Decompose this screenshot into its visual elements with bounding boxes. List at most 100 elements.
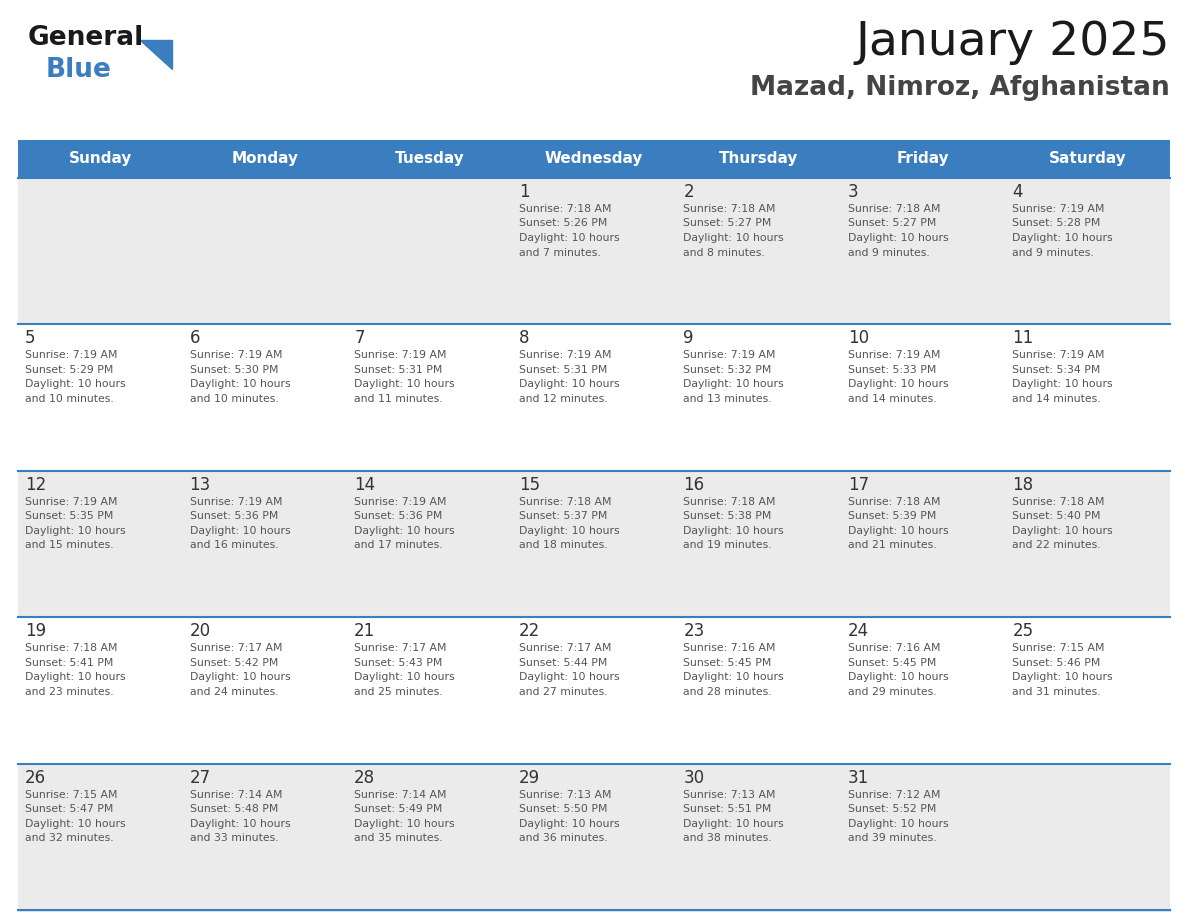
Text: and 10 minutes.: and 10 minutes. bbox=[190, 394, 278, 404]
Text: Sunset: 5:27 PM: Sunset: 5:27 PM bbox=[683, 218, 772, 229]
Text: Sunset: 5:34 PM: Sunset: 5:34 PM bbox=[1012, 364, 1101, 375]
Text: Sunset: 5:31 PM: Sunset: 5:31 PM bbox=[519, 364, 607, 375]
Text: Sunset: 5:51 PM: Sunset: 5:51 PM bbox=[683, 804, 772, 814]
Text: Daylight: 10 hours: Daylight: 10 hours bbox=[683, 672, 784, 682]
Text: 7: 7 bbox=[354, 330, 365, 347]
Text: Sunrise: 7:18 AM: Sunrise: 7:18 AM bbox=[683, 204, 776, 214]
Text: and 16 minutes.: and 16 minutes. bbox=[190, 541, 278, 550]
Text: January 2025: January 2025 bbox=[855, 20, 1170, 65]
Text: and 33 minutes.: and 33 minutes. bbox=[190, 834, 278, 843]
Bar bbox=[18, 471, 1170, 617]
Text: and 13 minutes.: and 13 minutes. bbox=[683, 394, 772, 404]
Text: Sunrise: 7:17 AM: Sunrise: 7:17 AM bbox=[354, 644, 447, 654]
Text: Sunset: 5:44 PM: Sunset: 5:44 PM bbox=[519, 657, 607, 667]
Text: Sunrise: 7:19 AM: Sunrise: 7:19 AM bbox=[25, 497, 118, 507]
Text: and 23 minutes.: and 23 minutes. bbox=[25, 687, 114, 697]
Text: 29: 29 bbox=[519, 768, 539, 787]
Text: Sunrise: 7:16 AM: Sunrise: 7:16 AM bbox=[848, 644, 941, 654]
Text: and 25 minutes.: and 25 minutes. bbox=[354, 687, 443, 697]
Text: Saturday: Saturday bbox=[1049, 151, 1126, 166]
Text: Sunrise: 7:19 AM: Sunrise: 7:19 AM bbox=[519, 351, 611, 361]
Text: Sunset: 5:36 PM: Sunset: 5:36 PM bbox=[354, 511, 442, 521]
Text: and 14 minutes.: and 14 minutes. bbox=[848, 394, 936, 404]
Text: Sunrise: 7:13 AM: Sunrise: 7:13 AM bbox=[683, 789, 776, 800]
Text: 19: 19 bbox=[25, 622, 46, 640]
Text: Sunrise: 7:19 AM: Sunrise: 7:19 AM bbox=[354, 351, 447, 361]
Text: Sunset: 5:35 PM: Sunset: 5:35 PM bbox=[25, 511, 113, 521]
Text: Daylight: 10 hours: Daylight: 10 hours bbox=[25, 526, 126, 536]
Text: Sunrise: 7:12 AM: Sunrise: 7:12 AM bbox=[848, 789, 941, 800]
Text: Sunset: 5:31 PM: Sunset: 5:31 PM bbox=[354, 364, 442, 375]
Text: 15: 15 bbox=[519, 476, 539, 494]
Text: and 19 minutes.: and 19 minutes. bbox=[683, 541, 772, 550]
Text: Mazad, Nimroz, Afghanistan: Mazad, Nimroz, Afghanistan bbox=[751, 75, 1170, 101]
Text: Sunset: 5:45 PM: Sunset: 5:45 PM bbox=[683, 657, 772, 667]
Text: Daylight: 10 hours: Daylight: 10 hours bbox=[354, 819, 455, 829]
Text: and 21 minutes.: and 21 minutes. bbox=[848, 541, 936, 550]
Bar bbox=[18, 764, 1170, 910]
Text: Sunset: 5:50 PM: Sunset: 5:50 PM bbox=[519, 804, 607, 814]
Text: and 39 minutes.: and 39 minutes. bbox=[848, 834, 936, 843]
Text: General: General bbox=[29, 25, 144, 51]
Text: 18: 18 bbox=[1012, 476, 1034, 494]
Text: Blue: Blue bbox=[46, 57, 112, 83]
Text: and 12 minutes.: and 12 minutes. bbox=[519, 394, 607, 404]
Text: Sunrise: 7:18 AM: Sunrise: 7:18 AM bbox=[519, 497, 611, 507]
Text: and 29 minutes.: and 29 minutes. bbox=[848, 687, 936, 697]
Text: Sunset: 5:40 PM: Sunset: 5:40 PM bbox=[1012, 511, 1101, 521]
Text: Sunset: 5:30 PM: Sunset: 5:30 PM bbox=[190, 364, 278, 375]
Text: Sunset: 5:32 PM: Sunset: 5:32 PM bbox=[683, 364, 772, 375]
Polygon shape bbox=[140, 40, 172, 69]
Text: Daylight: 10 hours: Daylight: 10 hours bbox=[848, 819, 948, 829]
Text: Wednesday: Wednesday bbox=[545, 151, 643, 166]
Text: Sunrise: 7:19 AM: Sunrise: 7:19 AM bbox=[190, 351, 282, 361]
Text: Sunset: 5:36 PM: Sunset: 5:36 PM bbox=[190, 511, 278, 521]
Bar bbox=[512, 140, 676, 178]
Text: and 8 minutes.: and 8 minutes. bbox=[683, 248, 765, 258]
Text: 10: 10 bbox=[848, 330, 868, 347]
Text: Daylight: 10 hours: Daylight: 10 hours bbox=[848, 233, 948, 243]
Text: Daylight: 10 hours: Daylight: 10 hours bbox=[683, 379, 784, 389]
Text: Sunrise: 7:19 AM: Sunrise: 7:19 AM bbox=[25, 351, 118, 361]
Text: 2: 2 bbox=[683, 183, 694, 201]
Text: and 24 minutes.: and 24 minutes. bbox=[190, 687, 278, 697]
Text: Daylight: 10 hours: Daylight: 10 hours bbox=[683, 819, 784, 829]
Text: Daylight: 10 hours: Daylight: 10 hours bbox=[25, 819, 126, 829]
Text: 1: 1 bbox=[519, 183, 530, 201]
Text: Sunset: 5:41 PM: Sunset: 5:41 PM bbox=[25, 657, 113, 667]
Text: 14: 14 bbox=[354, 476, 375, 494]
Text: 8: 8 bbox=[519, 330, 529, 347]
Text: Sunrise: 7:13 AM: Sunrise: 7:13 AM bbox=[519, 789, 611, 800]
Text: 3: 3 bbox=[848, 183, 859, 201]
Text: and 15 minutes.: and 15 minutes. bbox=[25, 541, 114, 550]
Bar bbox=[841, 140, 1005, 178]
Text: Sunrise: 7:18 AM: Sunrise: 7:18 AM bbox=[519, 204, 611, 214]
Text: Sunset: 5:29 PM: Sunset: 5:29 PM bbox=[25, 364, 113, 375]
Text: 23: 23 bbox=[683, 622, 704, 640]
Text: 20: 20 bbox=[190, 622, 210, 640]
Text: Sunset: 5:28 PM: Sunset: 5:28 PM bbox=[1012, 218, 1101, 229]
Text: Sunrise: 7:17 AM: Sunrise: 7:17 AM bbox=[519, 644, 611, 654]
Text: Sunset: 5:52 PM: Sunset: 5:52 PM bbox=[848, 804, 936, 814]
Text: 27: 27 bbox=[190, 768, 210, 787]
Text: 24: 24 bbox=[848, 622, 868, 640]
Text: 21: 21 bbox=[354, 622, 375, 640]
Text: Sunset: 5:37 PM: Sunset: 5:37 PM bbox=[519, 511, 607, 521]
Text: Sunset: 5:45 PM: Sunset: 5:45 PM bbox=[848, 657, 936, 667]
Text: Sunrise: 7:18 AM: Sunrise: 7:18 AM bbox=[683, 497, 776, 507]
Text: and 17 minutes.: and 17 minutes. bbox=[354, 541, 443, 550]
Text: Daylight: 10 hours: Daylight: 10 hours bbox=[848, 379, 948, 389]
Text: and 28 minutes.: and 28 minutes. bbox=[683, 687, 772, 697]
Text: Daylight: 10 hours: Daylight: 10 hours bbox=[683, 526, 784, 536]
Text: Monday: Monday bbox=[232, 151, 298, 166]
Text: 5: 5 bbox=[25, 330, 36, 347]
Text: Sunset: 5:43 PM: Sunset: 5:43 PM bbox=[354, 657, 442, 667]
Text: Daylight: 10 hours: Daylight: 10 hours bbox=[25, 672, 126, 682]
Text: Daylight: 10 hours: Daylight: 10 hours bbox=[25, 379, 126, 389]
Text: and 14 minutes.: and 14 minutes. bbox=[1012, 394, 1101, 404]
Text: Sunrise: 7:19 AM: Sunrise: 7:19 AM bbox=[1012, 351, 1105, 361]
Text: Tuesday: Tuesday bbox=[394, 151, 465, 166]
Text: Sunrise: 7:19 AM: Sunrise: 7:19 AM bbox=[190, 497, 282, 507]
Text: Daylight: 10 hours: Daylight: 10 hours bbox=[519, 379, 619, 389]
Text: and 38 minutes.: and 38 minutes. bbox=[683, 834, 772, 843]
